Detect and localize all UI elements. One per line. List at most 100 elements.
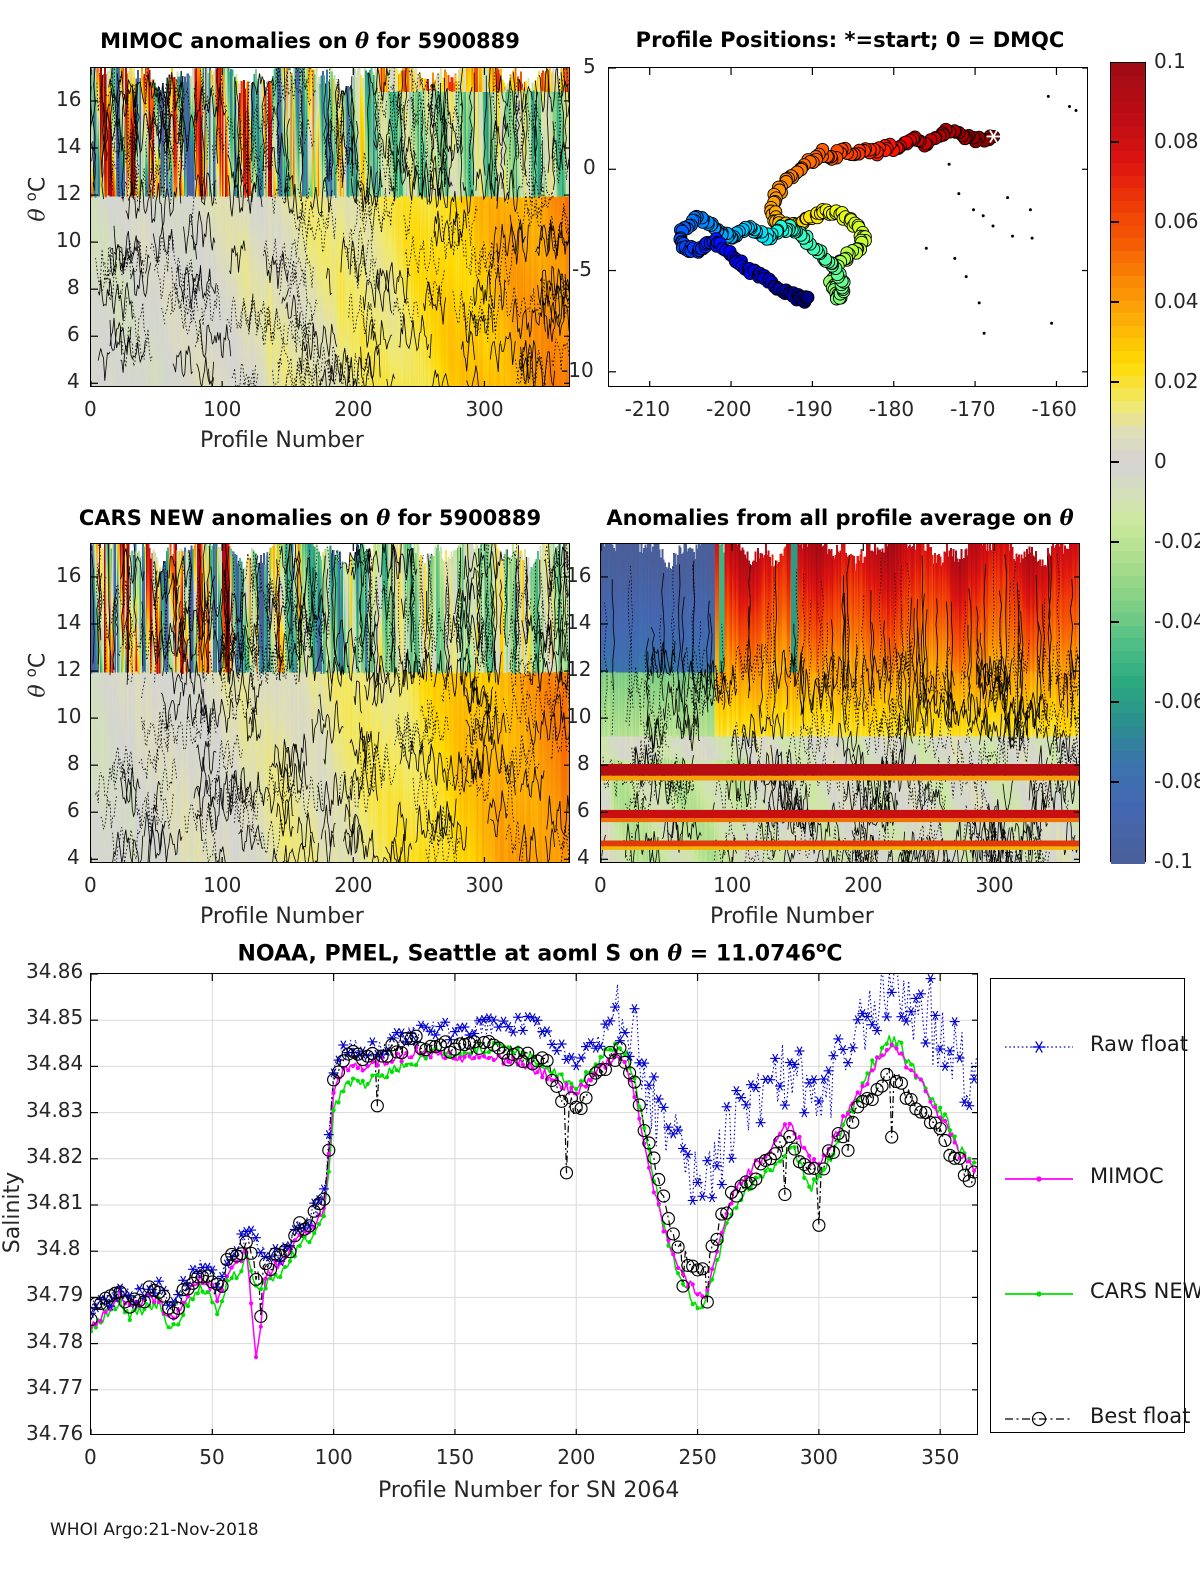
colorbar-tick-mark xyxy=(1110,701,1119,703)
colorbar-swatch xyxy=(1111,188,1145,201)
map-ytick-label: 5 xyxy=(583,54,596,78)
contour-xtick-label: 0 xyxy=(594,873,607,897)
salinity-xtick-label: 50 xyxy=(199,1445,224,1469)
colorbar-swatch xyxy=(1111,213,1145,226)
colorbar-tick-mark xyxy=(1110,621,1119,623)
contour-ytick-label: 14 xyxy=(56,134,81,158)
colorbar-swatch xyxy=(1111,788,1145,801)
colorbar-swatch xyxy=(1111,263,1145,276)
colorbar-swatch xyxy=(1111,126,1145,139)
contour-xtick-label: 100 xyxy=(203,873,241,897)
panel-salinity-title: NOAA, PMEL, Seattle at aoml S on θ = 11.… xyxy=(180,938,900,966)
colorbar-swatch xyxy=(1111,226,1145,239)
colorbar-swatch xyxy=(1111,638,1145,651)
contour-ytick-label: 4 xyxy=(67,845,80,869)
salinity-ytick-label: 34.84 xyxy=(26,1051,83,1075)
cars-xaxis-label: Profile Number xyxy=(200,904,364,929)
map-xtick-label: -200 xyxy=(706,397,751,421)
legend-item-cars-new: CARS NEW xyxy=(1090,1279,1200,1303)
cars-yaxis-label: θ oC xyxy=(22,653,50,698)
legend-item-best-float: Best float xyxy=(1090,1404,1190,1428)
mimoc-contour-axes xyxy=(90,67,570,387)
colorbar-swatch xyxy=(1111,488,1145,501)
contour-ytick-label: 8 xyxy=(577,751,590,775)
contour-ytick-label: 12 xyxy=(56,181,81,205)
colorbar-tick-label: 0 xyxy=(1154,449,1167,473)
salinity-xtick-label: 200 xyxy=(557,1445,595,1469)
theta-symbol: θ xyxy=(376,505,390,530)
map-xtick-label: -210 xyxy=(625,397,670,421)
contour-ytick-label: 10 xyxy=(56,704,81,728)
colorbar-swatch xyxy=(1111,826,1145,839)
contour-ytick-label: 14 xyxy=(566,610,591,634)
colorbar-swatch xyxy=(1111,563,1145,576)
colorbar-tick-label: -0.04 xyxy=(1154,609,1200,633)
contour-ytick-label: 4 xyxy=(577,845,590,869)
legend-item-mimoc: MIMOC xyxy=(1090,1164,1164,1188)
contour-xtick-label: 0 xyxy=(84,397,97,421)
allprof-contour-axes xyxy=(600,543,1080,863)
contour-xtick-label: 300 xyxy=(465,397,503,421)
salinity-xtick-label: 100 xyxy=(315,1445,353,1469)
salinity-ytick-label: 34.78 xyxy=(26,1329,83,1353)
contour-xtick-label: 200 xyxy=(844,873,882,897)
colorbar-tick-label: 0.02 xyxy=(1154,369,1199,393)
colorbar-swatch xyxy=(1111,501,1145,514)
contour-ytick-label: 6 xyxy=(577,798,590,822)
salinity-ytick-label: 34.8 xyxy=(36,1236,81,1260)
contour-xtick-label: 200 xyxy=(334,397,372,421)
salinity-ytick-label: 34.85 xyxy=(26,1005,83,1029)
colorbar-swatch xyxy=(1111,238,1145,251)
colorbar-swatch xyxy=(1111,851,1145,864)
profile-positions-axes xyxy=(608,67,1088,387)
contour-ytick-label: 12 xyxy=(56,657,81,681)
salinity-ytick-label: 34.77 xyxy=(26,1375,83,1399)
salinity-ytick-label: 34.82 xyxy=(26,1144,83,1168)
contour-xtick-label: 100 xyxy=(713,873,751,897)
colorbar-tick-label: -0.02 xyxy=(1154,529,1200,553)
colorbar-swatch xyxy=(1111,363,1145,376)
salinity-xtick-label: 150 xyxy=(436,1445,474,1469)
colorbar-swatch xyxy=(1111,613,1145,626)
theta-symbol: θ xyxy=(355,28,369,53)
map-ytick-label: -5 xyxy=(572,257,592,281)
salinity-ytick-label: 34.83 xyxy=(26,1098,83,1122)
colorbar-swatch xyxy=(1111,538,1145,551)
colorbar-swatch xyxy=(1111,138,1145,151)
contour-xtick-label: 200 xyxy=(334,873,372,897)
colorbar-tick-label: -0.06 xyxy=(1154,689,1200,713)
contour-ytick-label: 10 xyxy=(56,228,81,252)
colorbar-tick-mark xyxy=(1110,301,1119,303)
figure-canvas: MIMOC anomalies on θ for 5900889 Profile… xyxy=(0,0,1200,1575)
colorbar-swatch xyxy=(1111,113,1145,126)
contour-ytick-label: 16 xyxy=(56,563,81,587)
colorbar-swatch xyxy=(1111,176,1145,189)
colorbar-swatch xyxy=(1111,676,1145,689)
legend-item-raw-float: Raw float xyxy=(1090,1032,1188,1056)
colorbar-swatch xyxy=(1111,63,1145,76)
colorbar-swatch xyxy=(1111,76,1145,89)
colorbar-swatch xyxy=(1111,751,1145,764)
theta-symbol: θ xyxy=(667,940,682,966)
allprof-xaxis-label: Profile Number xyxy=(710,904,874,929)
colorbar-tick-label: -0.1 xyxy=(1154,849,1193,873)
colorbar-tick-label: 0.08 xyxy=(1154,129,1199,153)
contour-ytick-label: 8 xyxy=(67,751,80,775)
colorbar-swatch xyxy=(1111,388,1145,401)
map-ytick-label: -10 xyxy=(561,358,594,382)
colorbar-swatch xyxy=(1111,513,1145,526)
colorbar-tick-mark xyxy=(1110,781,1119,783)
colorbar-swatch xyxy=(1111,551,1145,564)
colorbar-swatch xyxy=(1111,738,1145,751)
colorbar-swatch xyxy=(1111,476,1145,489)
colorbar-swatch xyxy=(1111,688,1145,701)
colorbar-tick-mark xyxy=(1110,541,1119,543)
salinity-xtick-label: 350 xyxy=(921,1445,959,1469)
colorbar-swatch xyxy=(1111,588,1145,601)
salinity-ytick-label: 34.76 xyxy=(26,1421,83,1445)
colorbar-swatch xyxy=(1111,276,1145,289)
colorbar-swatch xyxy=(1111,726,1145,739)
colorbar-tick-mark xyxy=(1110,221,1119,223)
salinity-yaxis-label: Salinity xyxy=(0,1172,25,1253)
colorbar-swatch xyxy=(1111,101,1145,114)
